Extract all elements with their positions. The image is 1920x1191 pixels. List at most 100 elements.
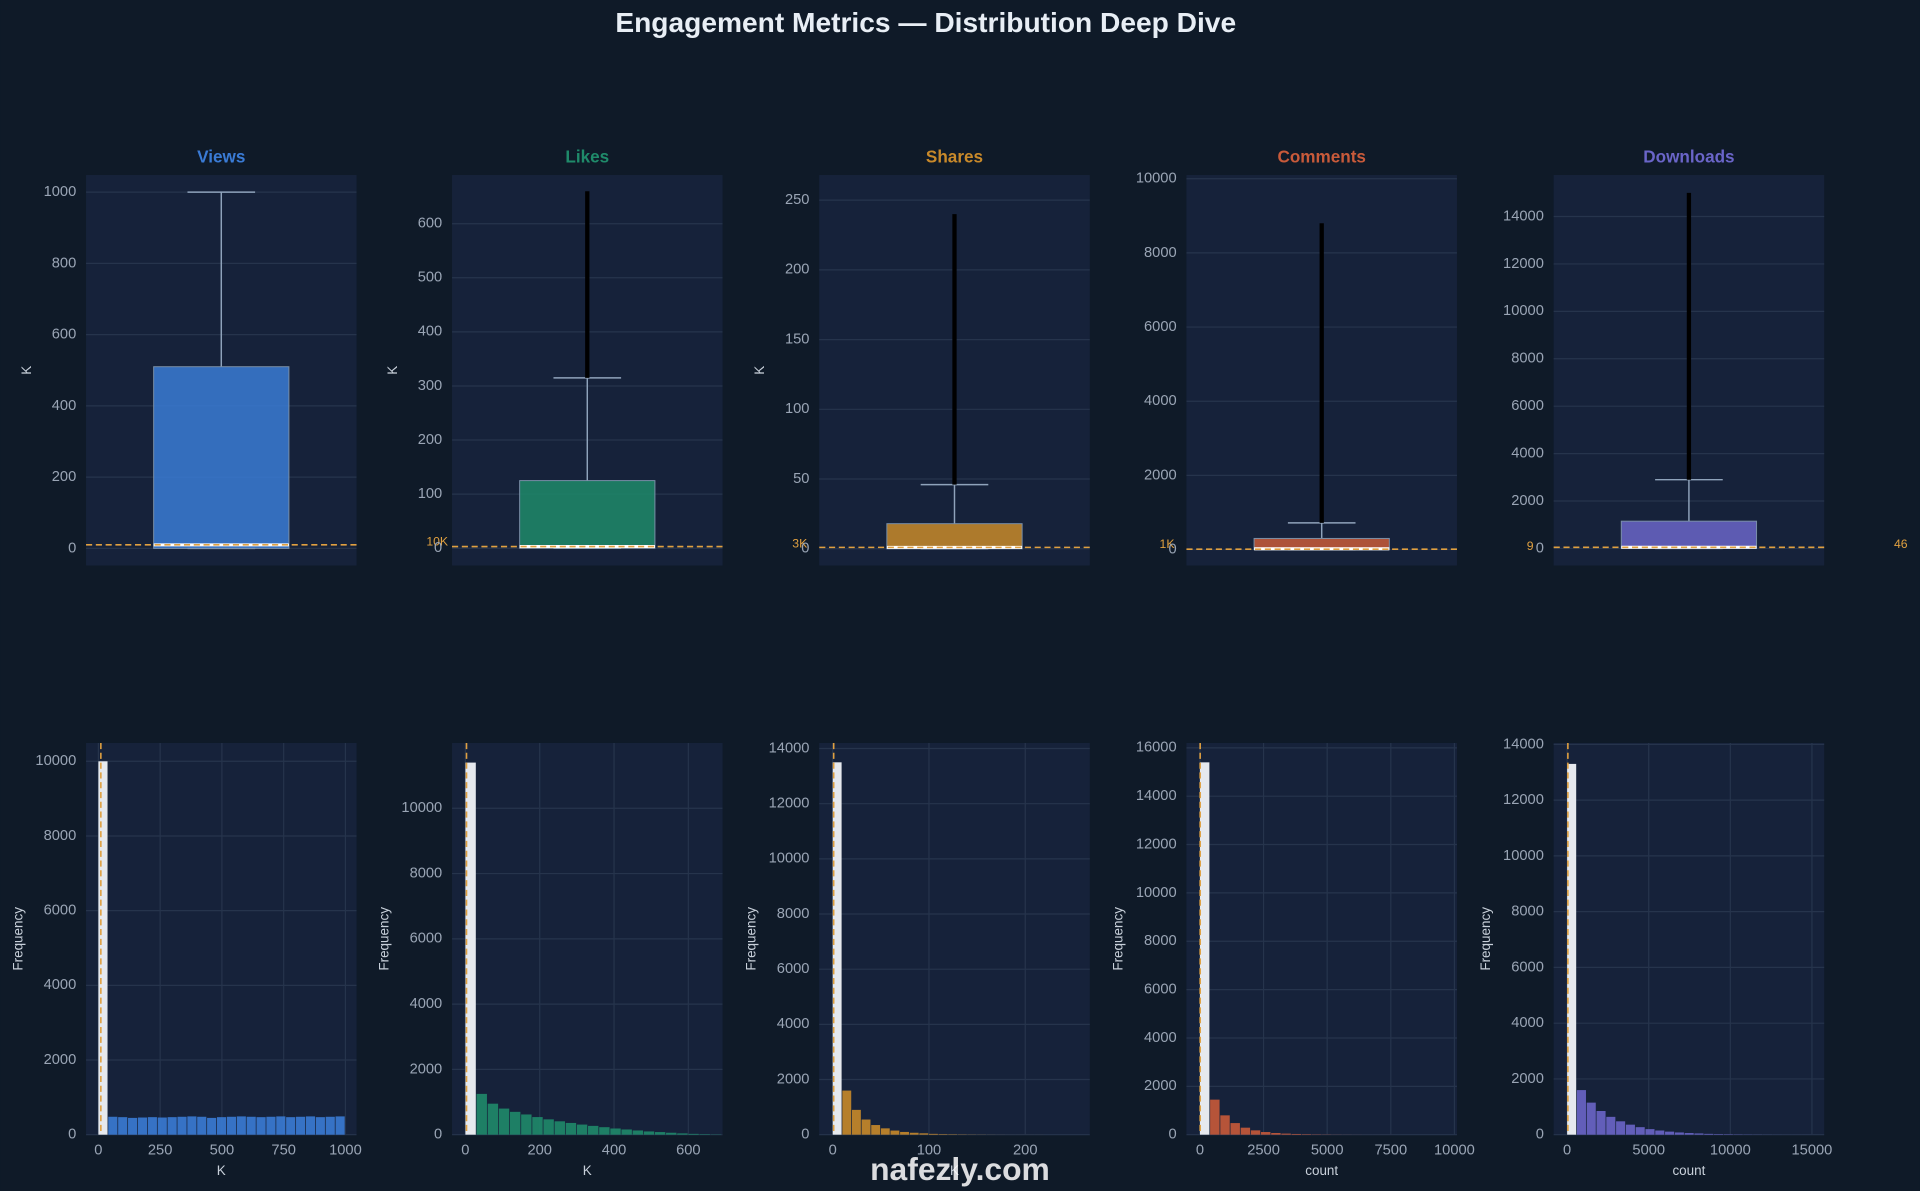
axes-background bbox=[86, 742, 357, 1135]
histogram-bar bbox=[521, 1114, 532, 1135]
histogram-bar bbox=[851, 1109, 861, 1135]
x-tick-label: 200 bbox=[1013, 1142, 1037, 1158]
y-tick-label: 50 bbox=[793, 471, 809, 487]
histogram-bar bbox=[1704, 1133, 1714, 1135]
y-tick-label: 2000 bbox=[777, 1071, 810, 1087]
histogram-bar bbox=[1586, 1102, 1596, 1135]
histogram-bar bbox=[276, 1116, 286, 1135]
histogram-bar bbox=[565, 1122, 577, 1135]
histogram-bar bbox=[207, 1117, 217, 1135]
histogram-bar bbox=[197, 1116, 207, 1135]
histogram-bar bbox=[236, 1116, 246, 1135]
histogram-bar bbox=[137, 1117, 148, 1135]
histogram-bar bbox=[1210, 1099, 1220, 1135]
histogram-bar bbox=[1655, 1130, 1665, 1135]
y-tick-label: 0 bbox=[1168, 541, 1176, 557]
histogram-bar bbox=[1250, 1130, 1261, 1135]
histogram-bar bbox=[576, 1124, 588, 1135]
histogram-bar bbox=[880, 1128, 890, 1135]
x-axis-label: count bbox=[1305, 1163, 1338, 1178]
histogram-bar bbox=[532, 1117, 543, 1135]
histogram-bar bbox=[187, 1116, 197, 1135]
histogram-bar bbox=[688, 1133, 699, 1135]
y-tick-label: 6000 bbox=[777, 961, 810, 977]
y-tick-label: 14000 bbox=[1136, 788, 1177, 804]
y-tick-label: 14000 bbox=[1503, 208, 1544, 224]
histogram-bar bbox=[1271, 1133, 1281, 1135]
histogram-bar bbox=[498, 1108, 510, 1135]
histogram-bar bbox=[1694, 1133, 1704, 1135]
histogram-bar bbox=[305, 1116, 316, 1135]
x-tick-label: 5000 bbox=[1311, 1142, 1344, 1158]
subplot-title: Shares bbox=[926, 146, 983, 166]
x-tick-label: 0 bbox=[94, 1142, 102, 1158]
histogram-bar bbox=[157, 1117, 167, 1135]
box bbox=[886, 523, 1023, 550]
reference-label: 10K bbox=[426, 535, 449, 549]
y-tick-label: 0 bbox=[68, 540, 76, 556]
y-tick-label: 10000 bbox=[1503, 303, 1544, 319]
x-tick-label: 10000 bbox=[1710, 1142, 1751, 1158]
histogram-bar bbox=[621, 1129, 632, 1135]
reference-label: 9 bbox=[1527, 539, 1534, 553]
y-tick-label: 6000 bbox=[1144, 319, 1177, 335]
histogram-bar bbox=[147, 1117, 157, 1135]
histogram-bar bbox=[1596, 1110, 1606, 1135]
watermark: nafezly.com bbox=[870, 1151, 1050, 1187]
histogram-bar bbox=[1576, 1090, 1586, 1135]
y-tick-label: 14000 bbox=[769, 740, 810, 756]
histogram-bar bbox=[554, 1121, 565, 1135]
y-tick-label: 8000 bbox=[410, 865, 443, 881]
x-tick-label: 100 bbox=[917, 1142, 941, 1158]
histogram-bar bbox=[610, 1128, 621, 1135]
histogram-bar bbox=[890, 1130, 900, 1135]
histogram-bar bbox=[1674, 1132, 1684, 1135]
y-tick-label: 2000 bbox=[1511, 1071, 1544, 1087]
y-tick-label: 0 bbox=[1536, 540, 1544, 556]
y-tick-label: 1000 bbox=[44, 184, 77, 200]
histogram-bar bbox=[599, 1127, 610, 1135]
y-tick-label: 10000 bbox=[1136, 885, 1177, 901]
y-tick-label: 8000 bbox=[777, 906, 810, 922]
x-tick-label: 2500 bbox=[1247, 1142, 1280, 1158]
y-tick-label: 2000 bbox=[1511, 493, 1544, 509]
y-tick-label: 400 bbox=[52, 398, 76, 414]
histogram-bar bbox=[509, 1111, 521, 1135]
histogram-bar bbox=[1220, 1115, 1230, 1135]
x-tick-label: 7500 bbox=[1374, 1142, 1407, 1158]
y-axis-label: Frequency bbox=[1111, 907, 1126, 971]
y-tick-label: 8000 bbox=[44, 828, 77, 844]
subplot-title: Likes bbox=[565, 146, 609, 166]
y-axis-label: Frequency bbox=[376, 907, 391, 971]
subplot-title: Downloads bbox=[1643, 146, 1734, 166]
y-tick-label: 2000 bbox=[1144, 1078, 1177, 1094]
y-tick-label: 4000 bbox=[1144, 1030, 1177, 1046]
histogram-bar bbox=[1261, 1132, 1271, 1135]
y-tick-label: 2000 bbox=[44, 1052, 77, 1068]
x-tick-label: 15000 bbox=[1792, 1142, 1833, 1158]
histogram-bar bbox=[632, 1130, 644, 1135]
histogram-bar bbox=[1240, 1127, 1251, 1135]
y-tick-label: 150 bbox=[785, 331, 809, 347]
y-tick-label: 200 bbox=[418, 432, 442, 448]
y-tick-label: 10000 bbox=[401, 800, 442, 816]
histogram-bar bbox=[654, 1132, 666, 1135]
y-tick-label: 500 bbox=[418, 270, 442, 286]
histogram-bar bbox=[643, 1131, 655, 1135]
histogram-bar bbox=[938, 1134, 948, 1135]
histogram-bar bbox=[666, 1132, 677, 1135]
subplot-title: Comments bbox=[1277, 146, 1366, 166]
histogram-bar bbox=[1714, 1134, 1724, 1135]
y-tick-label: 0 bbox=[1168, 1127, 1176, 1143]
histogram-bar bbox=[1199, 762, 1210, 1135]
histogram-bar bbox=[118, 1117, 128, 1135]
histogram-bar bbox=[1291, 1133, 1301, 1135]
histogram-bar bbox=[296, 1116, 306, 1135]
histogram-bar bbox=[1684, 1133, 1694, 1135]
y-tick-label: 4000 bbox=[410, 996, 443, 1012]
histogram-bar bbox=[871, 1125, 881, 1135]
histogram-bar bbox=[1606, 1116, 1616, 1135]
y-tick-label: 6000 bbox=[44, 903, 77, 919]
